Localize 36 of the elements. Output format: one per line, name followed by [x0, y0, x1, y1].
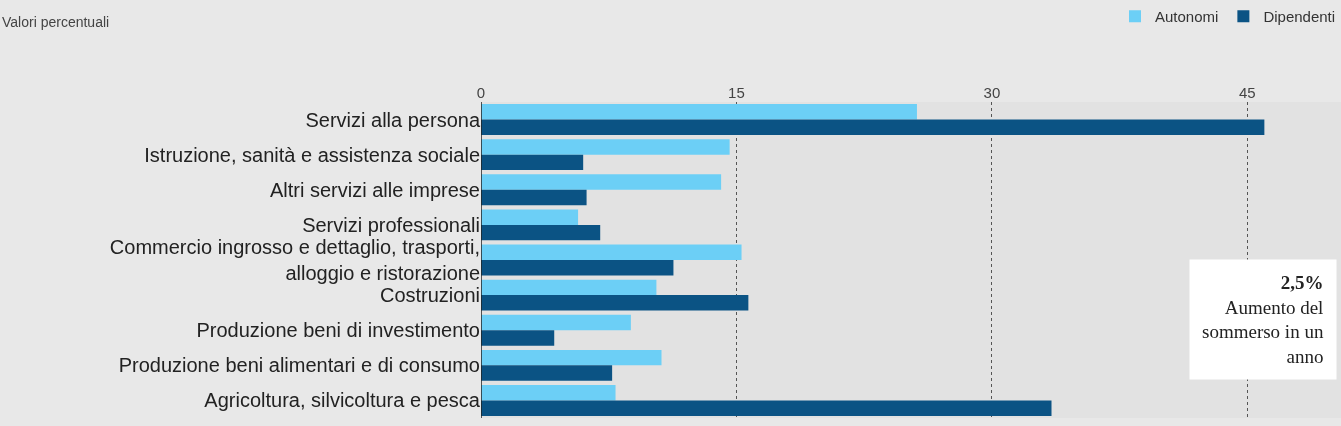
bar	[481, 189, 587, 206]
bar	[481, 209, 579, 225]
bar	[481, 119, 1265, 135]
bar	[481, 365, 613, 381]
annotation: Aumento del sommerso in un anno	[1202, 296, 1324, 368]
legend-label: Dipendenti	[1263, 8, 1336, 26]
y-tick-label: Servizi alla persona	[305, 108, 481, 131]
text: Valori percentuali	[2, 14, 110, 30]
bar	[481, 260, 674, 276]
y-tick-label: Servizi professionali	[302, 213, 480, 236]
x-tick-label: 30	[983, 84, 1001, 101]
bar	[481, 330, 555, 346]
x-tick-label: 45	[1239, 84, 1256, 101]
bar	[481, 154, 584, 171]
bar	[481, 279, 657, 296]
bar	[481, 295, 749, 311]
bar	[481, 349, 662, 366]
bar	[481, 139, 730, 155]
x-tick-label: 0	[476, 84, 486, 101]
y-tick-label: Istruzione, sanità e assistenza sociale	[144, 143, 480, 166]
y-tick-label: Produzione beni alimentari e di consumo	[118, 354, 480, 377]
y-tick-label: Costruzioni	[379, 284, 480, 307]
bar	[481, 400, 1052, 416]
y-tick-label: Commercio ingrosso e dettaglio, trasporti, alloggio e ristorazione	[109, 236, 480, 284]
legend-label: Autonomi	[1155, 8, 1219, 26]
y-tick-label: Agricoltura, silvicoltura e pesca	[204, 389, 481, 412]
x-tick-label: 15	[728, 84, 745, 101]
bar	[481, 314, 631, 331]
bar	[481, 104, 917, 120]
bar	[481, 385, 616, 401]
bar	[481, 174, 722, 190]
y-tick-label: Produzione beni di investimento	[196, 319, 480, 342]
y-tick-label: Altri servizi alle imprese	[269, 178, 480, 201]
bar	[481, 224, 601, 241]
annotation: 2,5%	[1280, 272, 1324, 293]
bar	[481, 244, 742, 260]
